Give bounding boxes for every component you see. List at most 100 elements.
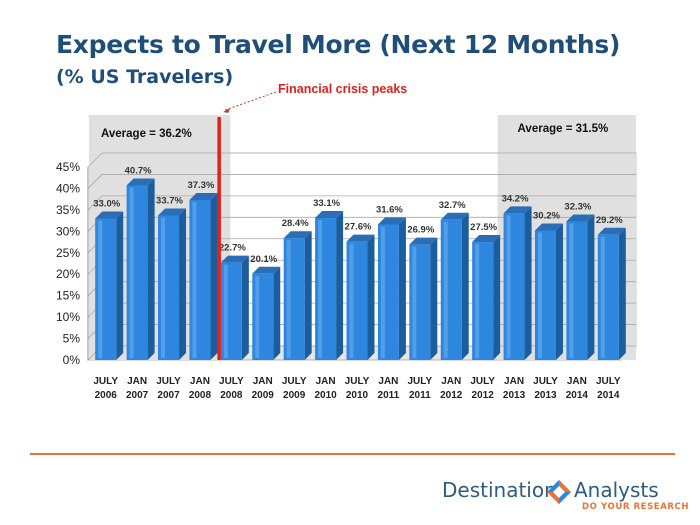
x-tick-label-year: 2014 bbox=[566, 390, 589, 401]
bar-highlight bbox=[600, 236, 605, 358]
data-label: 33.0% bbox=[93, 198, 120, 209]
data-label: 31.6% bbox=[376, 204, 403, 215]
bar-highlight bbox=[98, 220, 103, 358]
data-label: 28.4% bbox=[282, 218, 309, 229]
crisis-callout-arrow bbox=[223, 108, 231, 113]
bar-highlight bbox=[380, 226, 385, 358]
bar-highlight bbox=[475, 244, 480, 358]
bar-side bbox=[147, 178, 155, 360]
bar-side bbox=[461, 212, 469, 360]
gridline-depth bbox=[87, 195, 103, 211]
data-label: 30.2% bbox=[533, 210, 560, 221]
bar-top bbox=[409, 237, 438, 245]
x-tick-label-year: 2011 bbox=[409, 390, 431, 401]
bar-chart: 0% 5% 10% 15% 20% 25% 30% 35% 40% 45% 33.0% JULY 200… bbox=[56, 82, 637, 401]
data-label: 22.7% bbox=[219, 243, 246, 254]
x-tick-label-year: 2007 bbox=[157, 390, 180, 401]
bar bbox=[566, 214, 595, 360]
bar-side bbox=[430, 237, 438, 360]
bar-side bbox=[367, 234, 375, 360]
bar bbox=[597, 227, 626, 360]
x-tick-label-year: 2007 bbox=[126, 390, 149, 401]
y-tick-label: 25% bbox=[56, 246, 80, 260]
bar bbox=[126, 178, 155, 360]
bar-highlight bbox=[412, 246, 417, 358]
brand-logo: Destination Analysts DO YOUR RESEARCH bbox=[442, 478, 688, 514]
bar-highlight bbox=[129, 187, 134, 358]
bar-highlight bbox=[506, 215, 511, 358]
y-tick-label: 35% bbox=[56, 203, 80, 217]
bar-side bbox=[618, 227, 626, 360]
x-tick-label-year: 2011 bbox=[378, 390, 400, 401]
footer-divider bbox=[30, 453, 675, 455]
y-tick-label: 20% bbox=[56, 267, 80, 281]
bar bbox=[534, 223, 563, 360]
x-tick-label-period: JULY bbox=[596, 376, 621, 387]
x-tick-label-year: 2012 bbox=[472, 390, 495, 401]
bar-side bbox=[493, 235, 501, 360]
bar-highlight bbox=[537, 232, 542, 358]
y-tick-label: 30% bbox=[56, 224, 80, 238]
y-tick-label: 0% bbox=[63, 353, 81, 367]
bar-highlight bbox=[255, 275, 260, 358]
bar-highlight bbox=[161, 217, 166, 358]
bar-top bbox=[95, 211, 124, 219]
bar-top bbox=[126, 178, 155, 186]
x-tick-label-period: JULY bbox=[282, 376, 307, 387]
bar-top bbox=[472, 235, 501, 243]
bar bbox=[503, 206, 532, 360]
data-label: 29.2% bbox=[596, 215, 623, 226]
x-tick-label-year: 2010 bbox=[346, 390, 369, 401]
x-tick-label-period: JAN bbox=[127, 376, 147, 387]
bar bbox=[346, 234, 375, 360]
x-tick-label-year: 2009 bbox=[283, 390, 306, 401]
data-label: 27.6% bbox=[345, 222, 372, 233]
x-tick-label-year: 2014 bbox=[597, 390, 620, 401]
data-label: 40.7% bbox=[125, 165, 152, 176]
bar-highlight bbox=[443, 221, 448, 358]
x-tick-label-period: JAN bbox=[190, 376, 210, 387]
x-tick-label-year: 2006 bbox=[95, 390, 118, 401]
x-tick-label-period: JULY bbox=[533, 376, 558, 387]
x-tick-label-year: 2013 bbox=[503, 390, 526, 401]
x-tick-label-year: 2009 bbox=[252, 390, 275, 401]
bar bbox=[377, 217, 406, 360]
y-tick-label: 10% bbox=[56, 310, 80, 324]
bar-highlight bbox=[569, 223, 574, 358]
y-tick-label: 15% bbox=[56, 289, 80, 303]
x-tick-label-period: JAN bbox=[378, 376, 398, 387]
x-tick-label-year: 2008 bbox=[189, 390, 212, 401]
bar bbox=[440, 212, 469, 360]
y-tick-label: 45% bbox=[56, 160, 80, 174]
bar bbox=[95, 211, 124, 360]
bar bbox=[252, 266, 281, 360]
x-tick-label-year: 2012 bbox=[440, 390, 463, 401]
average-label-left: Average = 36.2% bbox=[101, 128, 192, 140]
bar-highlight bbox=[192, 202, 197, 358]
bar-side bbox=[587, 214, 595, 360]
bar-top bbox=[252, 266, 281, 274]
x-tick-label-period: JULY bbox=[219, 376, 244, 387]
bar-top bbox=[346, 234, 375, 242]
bar-top bbox=[566, 214, 595, 222]
x-tick-label-period: JULY bbox=[470, 376, 495, 387]
brand-tagline: DO YOUR RESEARCH bbox=[582, 502, 690, 512]
bar bbox=[189, 193, 218, 360]
bar-top bbox=[189, 193, 218, 201]
brand-name-right: Analysts bbox=[574, 478, 659, 502]
bar-top bbox=[315, 211, 344, 219]
bar-side bbox=[524, 206, 532, 360]
chart-subtitle: (% US Travelers) bbox=[56, 66, 234, 88]
bar-side bbox=[273, 266, 281, 360]
bar-side bbox=[336, 211, 344, 360]
data-label: 32.7% bbox=[439, 200, 466, 211]
x-tick-label-period: JAN bbox=[316, 376, 336, 387]
x-tick-label-year: 2010 bbox=[314, 390, 337, 401]
bar-side bbox=[304, 231, 312, 360]
bar bbox=[158, 208, 187, 360]
x-tick-label-year: 2008 bbox=[220, 390, 243, 401]
bar bbox=[472, 235, 501, 360]
x-tick-label-period: JAN bbox=[253, 376, 273, 387]
data-label: 32.3% bbox=[564, 201, 591, 212]
bar-top bbox=[220, 255, 249, 263]
